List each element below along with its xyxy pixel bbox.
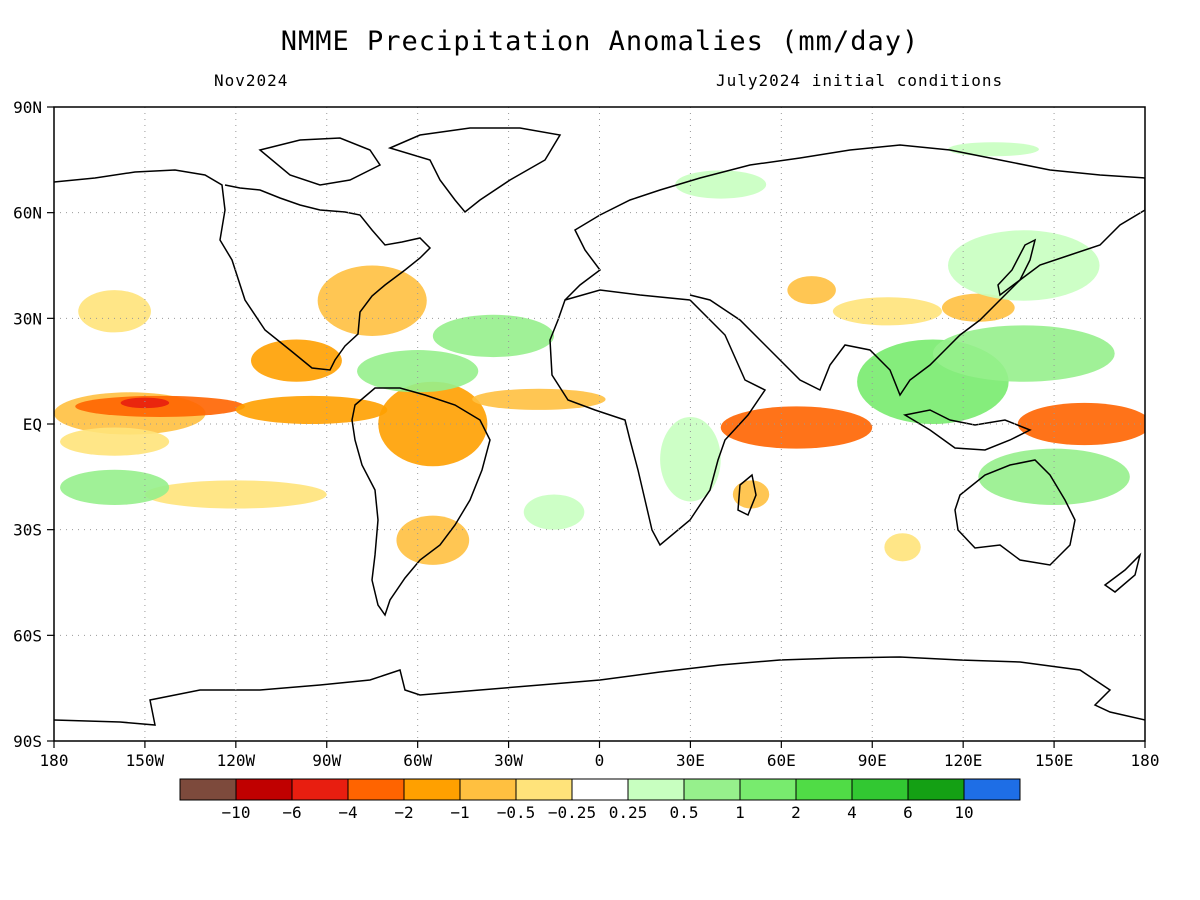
anomaly-region bbox=[396, 515, 470, 565]
anomaly-region bbox=[884, 533, 921, 562]
colorbar-label: −4 bbox=[338, 803, 357, 822]
colorbar-swatch bbox=[907, 778, 965, 801]
coast-indonesia bbox=[902, 409, 1032, 451]
anomaly-region bbox=[732, 480, 770, 509]
lon-label: 180 bbox=[1131, 751, 1160, 770]
colorbar-labels: −10 −6 −4 −2 −1 −0.5 −0.25 0.25 0.5 1 2 4 6 10 bbox=[222, 803, 974, 822]
coastlines bbox=[54, 127, 1145, 726]
anomaly-region bbox=[660, 416, 721, 502]
coast-arctic-islands bbox=[258, 137, 382, 186]
anomaly-region bbox=[978, 448, 1130, 506]
coast-eurasia bbox=[564, 144, 1145, 397]
colorbar-label: −6 bbox=[282, 803, 301, 822]
lon-label: 150W bbox=[126, 751, 165, 770]
lat-label: 60N bbox=[13, 204, 42, 223]
anomaly-region bbox=[60, 427, 170, 456]
colorbar-swatch bbox=[627, 778, 685, 801]
anomaly-region bbox=[472, 388, 606, 410]
latitude-labels: 90N 60N 30N EQ 30S 60S 90S bbox=[13, 98, 42, 751]
colorbar-label: 10 bbox=[954, 803, 973, 822]
coast-new-zealand bbox=[1103, 552, 1142, 593]
colorbar-swatch bbox=[963, 778, 1021, 801]
colorbar-swatch bbox=[739, 778, 797, 801]
colorbar-swatch bbox=[795, 778, 853, 801]
colorbar-swatch bbox=[459, 778, 517, 801]
anomaly-region bbox=[675, 170, 767, 199]
lat-lon-grid bbox=[54, 107, 1145, 741]
coast-greenland bbox=[387, 127, 562, 214]
colorbar-swatch bbox=[235, 778, 293, 801]
colorbar-label: 4 bbox=[847, 803, 857, 822]
anomaly-region bbox=[60, 469, 170, 506]
forecast-month: Nov2024 bbox=[214, 71, 289, 90]
anomaly-region bbox=[720, 406, 873, 449]
anomaly-region bbox=[78, 290, 151, 333]
lat-label: 90N bbox=[13, 98, 42, 117]
initial-conditions: July2024 initial conditions bbox=[716, 71, 1004, 90]
lon-label: 90W bbox=[312, 751, 341, 770]
anomaly-region bbox=[523, 494, 585, 530]
anomaly-region bbox=[432, 314, 555, 358]
colorbar-label: −0.25 bbox=[548, 803, 596, 822]
colorbar-swatch bbox=[851, 778, 909, 801]
lon-label: 150E bbox=[1035, 751, 1074, 770]
colorbar-swatch bbox=[347, 778, 405, 801]
colorbar-swatch bbox=[179, 778, 237, 801]
anomaly-region bbox=[317, 265, 427, 336]
colorbar-swatch bbox=[291, 778, 349, 801]
colorbar-label: 0.5 bbox=[670, 803, 699, 822]
anomaly-layer bbox=[54, 142, 1145, 565]
anomaly-region bbox=[250, 339, 342, 382]
lat-label: 30N bbox=[13, 309, 42, 328]
coast-australia bbox=[954, 459, 1076, 566]
colorbar-swatch bbox=[571, 778, 629, 801]
coast-north-america bbox=[54, 169, 432, 371]
colorbar-label: 1 bbox=[735, 803, 745, 822]
anomaly-region bbox=[932, 325, 1115, 382]
coast-madagascar bbox=[737, 473, 757, 517]
colorbar-label: −0.5 bbox=[497, 803, 536, 822]
colorbar-label: 6 bbox=[903, 803, 913, 822]
lon-label: 120E bbox=[944, 751, 983, 770]
lon-label: 30W bbox=[494, 751, 523, 770]
lon-label: 180 bbox=[40, 751, 69, 770]
anomaly-region bbox=[948, 230, 1100, 301]
axis-ticks bbox=[47, 106, 1146, 748]
lat-label: 90S bbox=[13, 732, 42, 751]
anomaly-region bbox=[941, 293, 1015, 322]
lon-label: 60E bbox=[767, 751, 796, 770]
lat-label: EQ bbox=[23, 415, 42, 434]
colorbar-label: 0.25 bbox=[609, 803, 648, 822]
longitude-labels: 180 150W 120W 90W 60W 30W 0 30E 60E 90E 120E 150E 18… bbox=[40, 751, 1160, 770]
lat-label: 60S bbox=[13, 626, 42, 645]
colorbar-label: −10 bbox=[222, 803, 251, 822]
lon-label: 90E bbox=[858, 751, 887, 770]
anomaly-region bbox=[832, 297, 942, 326]
coast-japan bbox=[997, 238, 1037, 297]
coast-africa bbox=[549, 289, 767, 547]
lon-label: 120W bbox=[217, 751, 256, 770]
colorbar-label: 2 bbox=[791, 803, 801, 822]
lon-label: 30E bbox=[676, 751, 705, 770]
coast-south-america bbox=[351, 387, 491, 617]
colorbar-label: −1 bbox=[450, 803, 469, 822]
anomaly-region bbox=[235, 395, 388, 424]
chart-title: NMME Precipitation Anomalies (mm/day) bbox=[280, 26, 920, 57]
anomaly-region bbox=[144, 480, 327, 509]
anomaly-region bbox=[787, 276, 836, 305]
anomaly-region bbox=[1017, 402, 1145, 446]
colorbar-label: −2 bbox=[394, 803, 413, 822]
colorbar-swatch bbox=[683, 778, 741, 801]
lat-label: 30S bbox=[13, 521, 42, 540]
colorbar-swatch bbox=[403, 778, 461, 801]
colorbar bbox=[179, 778, 1021, 801]
coast-antarctica bbox=[54, 656, 1145, 726]
anomaly-region bbox=[120, 397, 170, 409]
colorbar-swatch bbox=[515, 778, 573, 801]
lon-label: 60W bbox=[403, 751, 432, 770]
anomaly-region bbox=[948, 142, 1039, 157]
lon-label: 0 bbox=[595, 751, 605, 770]
